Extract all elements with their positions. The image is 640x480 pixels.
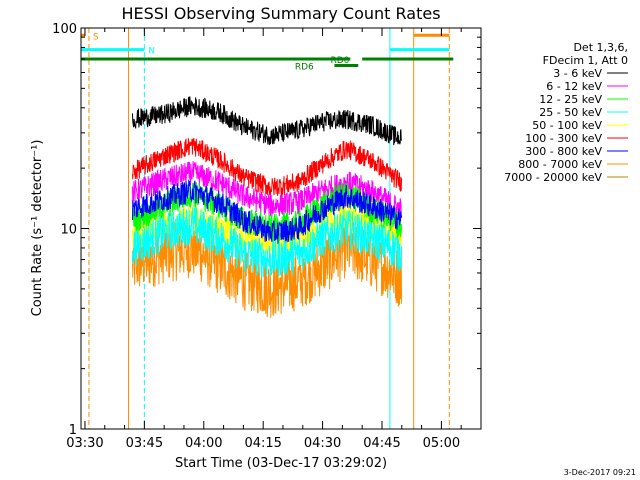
x-tick-label-0: 03:30 — [66, 436, 103, 451]
x-tick-label-3: 04:15 — [244, 436, 281, 451]
x-tick-label-6: 05:00 — [423, 436, 460, 451]
chart-title: HESSI Observing Summary Count Rates — [121, 4, 440, 23]
x-tick-label-5: 04:45 — [363, 436, 400, 451]
legend-label-6: 300 - 800 keV — [525, 145, 602, 158]
legend-header-0: Det 1,3,6, — [573, 41, 628, 54]
legend-label-2: 12 - 25 keV — [539, 93, 602, 106]
y-axis-label: Count Rate (s⁻¹ detector⁻¹) — [30, 140, 45, 317]
y-tick-label-0: 1 — [69, 423, 77, 438]
series-line-6 — [132, 179, 403, 244]
legend-label-5: 100 - 300 keV — [525, 132, 602, 145]
flag-label-rd6: RD6 — [295, 63, 314, 73]
legend-label-1: 6 - 12 keV — [546, 80, 602, 93]
y-tick-label-2: 100 — [52, 22, 77, 37]
series-line-3 — [132, 207, 403, 278]
legend-label-3: 25 - 50 keV — [539, 106, 602, 119]
y-tick-label-1: 10 — [60, 223, 77, 238]
legend-header-1: FDecim 1, Att 0 — [543, 54, 628, 67]
date-stamp: 3-Dec-2017 09:21 — [564, 468, 636, 477]
legend-label-4: 50 - 100 keV — [532, 119, 602, 132]
x-axis: 03:30 03:45 04:00 04:15 04:30 04:45 05:00 — [66, 28, 482, 451]
x-tick-label-2: 04:00 — [185, 436, 222, 451]
legend-label-8: 7000 - 20000 keV — [504, 171, 602, 184]
x-axis-label: Start Time (03-Dec-17 03:29:02) — [175, 456, 387, 471]
series-line-0 — [132, 96, 403, 146]
legend-label-7: 800 - 7000 keV — [518, 158, 602, 171]
plot-content: S N RD0 RD6 — [80, 28, 454, 429]
flag-label-s: S — [93, 32, 99, 42]
x-tick-label-1: 03:45 — [126, 436, 163, 451]
y-axis: 1 10 100 — [52, 22, 481, 438]
legend-label-0: 3 - 6 keV — [553, 67, 602, 80]
series-line-1 — [132, 161, 403, 220]
flag-label-n: N — [148, 47, 155, 57]
flag-label-rd0: RD0 — [331, 56, 350, 66]
x-tick-label-4: 04:30 — [304, 436, 341, 451]
series-line-5 — [132, 138, 403, 196]
